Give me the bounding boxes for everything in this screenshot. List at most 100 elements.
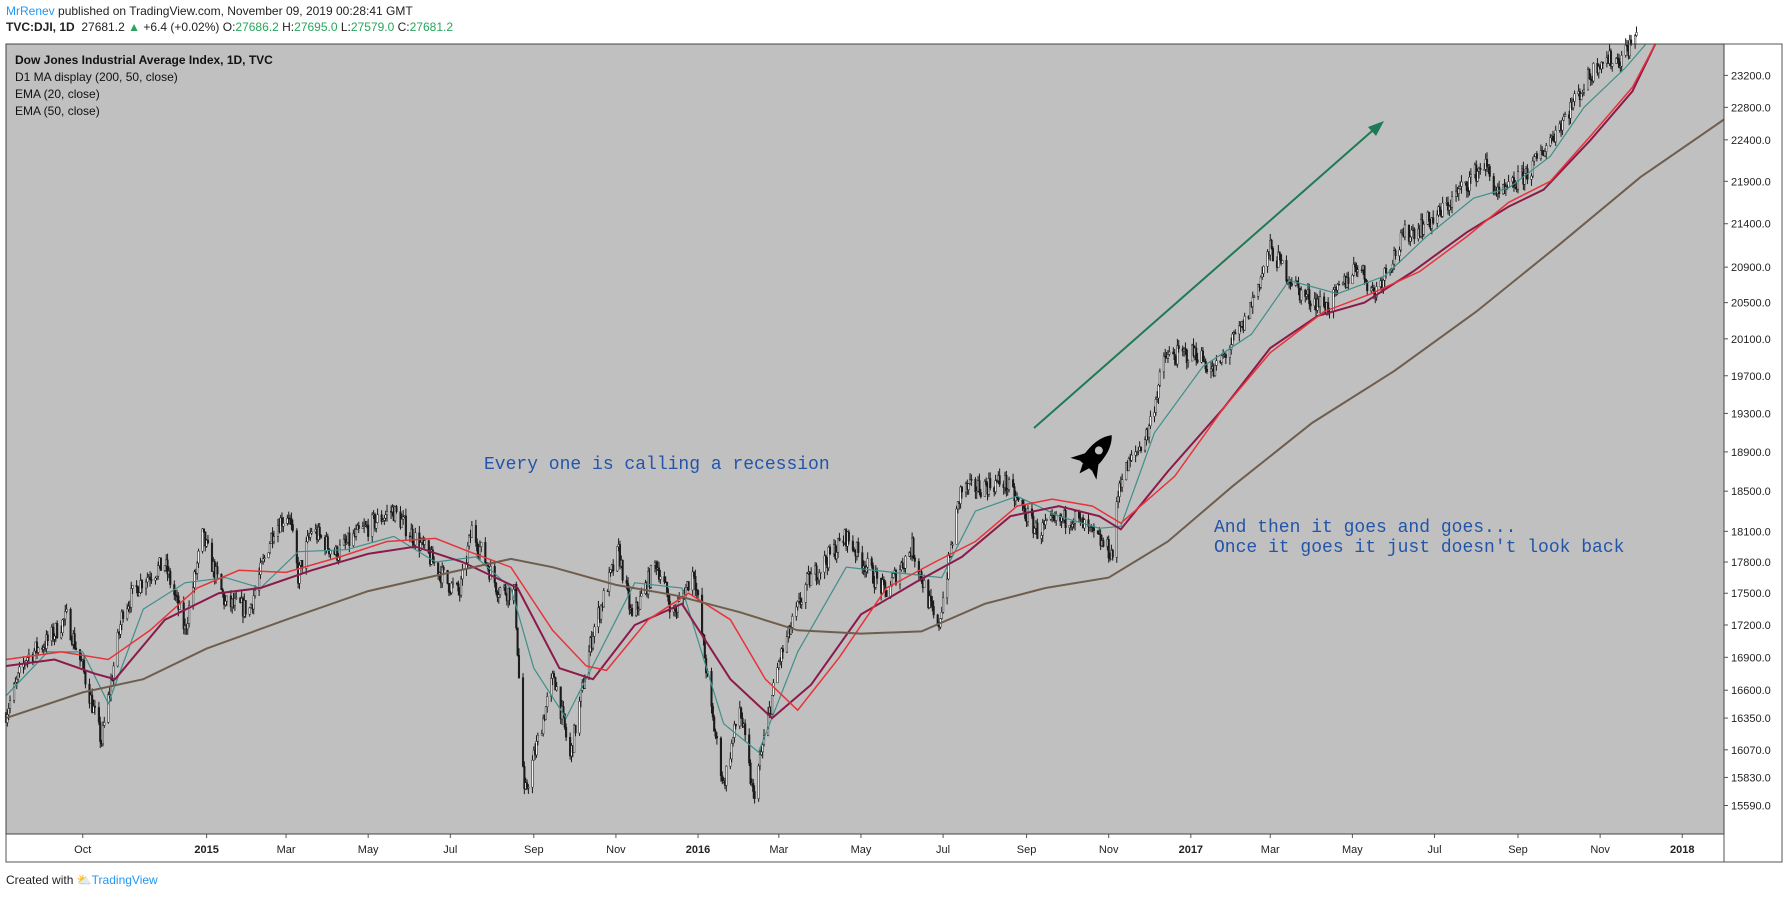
candle-body [1176, 345, 1179, 365]
y-tick-label: 16350.0 [1731, 713, 1771, 725]
candle-body [1238, 325, 1241, 335]
candle-body [46, 634, 49, 642]
candle-body [1012, 479, 1015, 487]
candle-body [404, 515, 407, 537]
candle-body [163, 565, 166, 571]
plot-border [5, 43, 1725, 835]
candle-body [1479, 167, 1482, 171]
rocket-icon [1070, 435, 1112, 480]
candle-body [45, 634, 48, 649]
candle-body [272, 536, 275, 543]
candle-body [1127, 458, 1130, 472]
candle-body [1111, 549, 1114, 558]
candle-body [657, 567, 661, 580]
candle-body [309, 532, 312, 538]
candle-body [912, 537, 915, 558]
candle-body [1394, 250, 1397, 257]
candle-body [1448, 205, 1451, 211]
candle-body [99, 721, 102, 742]
candle-body [777, 661, 780, 668]
candle-body [1569, 102, 1572, 119]
candle-body [56, 623, 59, 639]
candle-body [1271, 248, 1275, 262]
candle-body [1195, 347, 1198, 360]
candle-body [985, 480, 988, 486]
candle-body [853, 549, 856, 552]
candle-body [1635, 32, 1638, 36]
candle-body [92, 705, 95, 713]
candle-body [1277, 251, 1280, 268]
candle-body [326, 536, 329, 549]
candle-body [263, 557, 266, 559]
candle-body [1586, 69, 1590, 91]
candle-body [631, 607, 634, 616]
x-tick-label: 2016 [686, 844, 710, 856]
candle-body [376, 514, 379, 523]
candle-body [450, 582, 453, 594]
candle-body [320, 535, 323, 538]
candle-body [696, 590, 700, 596]
candle-body [470, 525, 473, 538]
candle-body [1304, 289, 1307, 297]
y-tick-label: 20100.0 [1731, 334, 1771, 346]
candle-body [521, 677, 525, 767]
tradingview-logo-icon[interactable]: ⛅ [76, 873, 92, 887]
y-tick-label: 16070.0 [1731, 745, 1771, 757]
candle-body [446, 569, 449, 584]
candle-body [282, 523, 285, 527]
candle-body [806, 573, 809, 585]
candle-body [618, 544, 622, 567]
candle-body [244, 600, 247, 615]
legend-ma: D1 MA display (200, 50, close) [15, 70, 178, 84]
candle-body [1185, 349, 1188, 363]
candle-body [1266, 251, 1269, 267]
candle-body [1352, 263, 1355, 276]
candle-body [791, 616, 794, 628]
candle-body [1422, 224, 1425, 235]
candle-body [1205, 368, 1209, 372]
candle-body [17, 672, 20, 680]
candle-body [517, 655, 521, 678]
candle-body [730, 743, 733, 760]
candle-body [978, 480, 981, 493]
candle-body [920, 571, 923, 582]
candle-body [616, 546, 619, 572]
candle-body [252, 595, 255, 610]
candle-body [1049, 515, 1052, 520]
candle-body [889, 585, 892, 597]
candle-body [1172, 351, 1175, 355]
x-tick-label: 2017 [1179, 844, 1203, 856]
candle-body [394, 506, 397, 522]
candle-body [1281, 260, 1284, 264]
footer: Created with ⛅TradingView [6, 873, 158, 887]
candle-body [741, 717, 744, 727]
candle-body [1572, 101, 1575, 109]
candle-body [1351, 274, 1354, 284]
candle-body [186, 623, 189, 630]
plot-area[interactable] [6, 44, 1724, 834]
candle-body [800, 602, 803, 605]
candle-body [216, 566, 219, 575]
author-link[interactable]: MrRenev [6, 4, 55, 18]
candle-body [1148, 425, 1151, 438]
candle-body [1139, 446, 1143, 452]
x-tick-label: Nov [1099, 844, 1119, 856]
y-axis[interactable] [1723, 43, 1783, 863]
candle-body [931, 600, 934, 607]
candle-body [91, 694, 94, 713]
candle-body [636, 601, 639, 610]
candle-body [818, 571, 821, 581]
candle-body [318, 526, 321, 536]
candle-body [824, 555, 828, 563]
candle-body [904, 556, 907, 569]
candle-body [122, 611, 125, 619]
candle-body [1543, 151, 1546, 157]
candle-body [14, 682, 17, 685]
candle-body [760, 751, 763, 755]
candle-body [1078, 511, 1081, 519]
annotation-goes: And then it goes and goes... [1214, 518, 1516, 538]
tradingview-link[interactable]: TradingView [91, 873, 158, 887]
created-with: Created with [6, 873, 74, 887]
trend-arrow[interactable] [1033, 121, 1384, 429]
